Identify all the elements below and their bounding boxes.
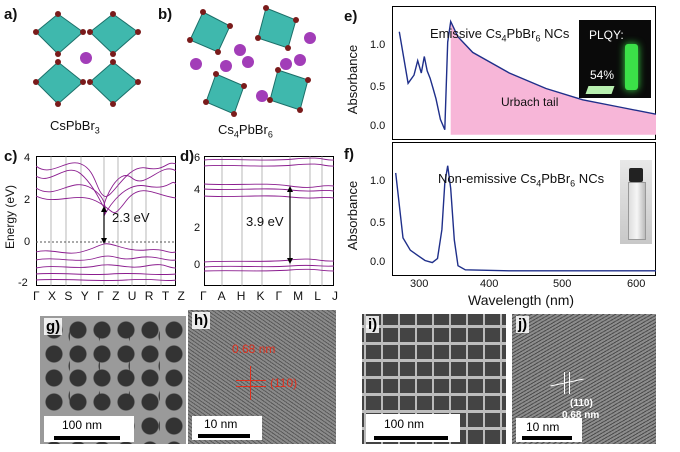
hrtem-image-j: j) (110) 0.68 nm 10 nm (512, 314, 656, 444)
h-scale-text: 10 nm (204, 417, 238, 431)
c-ytick-4: 4 (24, 152, 31, 164)
e-ytick-1: 1.0 (370, 39, 386, 51)
i-scale-bar (374, 436, 448, 440)
d-band-gap: 3.9 eV (246, 214, 284, 229)
panel-f-label: f) (344, 146, 354, 163)
h-fringe-line-2 (236, 386, 266, 387)
g-scale-bar (54, 436, 120, 440)
e-y-label: Absorbance (345, 44, 361, 115)
reflection-glow (585, 86, 615, 94)
j-scale-bar (522, 436, 572, 440)
d-ytick-2: 2 (194, 222, 201, 234)
f-ytick-05: 0.5 (370, 217, 386, 229)
d-ytick-4: 4 (194, 184, 201, 196)
panel-g-label: g) (44, 318, 63, 335)
cs4pbbr6-caption: Cs4PbBr6 (218, 122, 273, 140)
e-title: Emissive Cs4PbBr6 NCs (430, 26, 570, 44)
non-emissive-spectrum-line (395, 165, 656, 272)
panel-a-label: a) (4, 6, 18, 23)
tem-image-g: g) 100 nm (40, 316, 186, 444)
panel-b-label: b) (158, 6, 173, 23)
non-emissive-vial-photo (620, 160, 652, 244)
f-xtick-500: 500 (553, 278, 572, 290)
h-fringe-line-1 (236, 380, 266, 381)
f-xtick-300: 300 (410, 278, 429, 290)
j-fringe-line (550, 378, 584, 387)
e-ytick-05: 0.5 (370, 81, 386, 93)
panel-d-label: d) (180, 148, 195, 165)
cspbbr3-crystal-structure (33, 11, 141, 107)
vial-body (628, 182, 646, 240)
f-y-label: Absorbance (345, 180, 361, 251)
urbach-tail-fill (450, 21, 656, 135)
c-ytick-0: 0 (24, 236, 31, 248)
plqy-label: PLQY: (589, 28, 624, 42)
c-ytick-m2: -2 (18, 277, 28, 289)
cspbbr3-caption: CsPbBr3 (50, 118, 100, 136)
plqy-value: 54% (590, 68, 615, 82)
panel-c-label: c) (4, 148, 18, 165)
f-xtick-600: 600 (627, 278, 646, 290)
h-plane-label: (110) (270, 376, 298, 390)
green-emission-vial (625, 44, 638, 90)
f-x-label: Wavelength (nm) (468, 292, 575, 308)
panel-i-label: i) (366, 316, 380, 333)
i-scale-text: 100 nm (384, 417, 425, 431)
urbach-tail-label: Urbach tail (501, 95, 559, 109)
panel-j-label: j) (516, 316, 530, 333)
j-spacing-label: 0.68 nm (562, 410, 600, 421)
f-ytick-1: 1.0 (370, 175, 386, 187)
panel-e-label: e) (344, 8, 358, 25)
h-spacing-label: 0.68 nm (232, 342, 276, 356)
h-fringe-arrow (250, 366, 251, 400)
d-ytick-6: 6 (194, 152, 201, 164)
h-scale-bar (198, 434, 250, 438)
j-plane-label: (110) (570, 398, 593, 409)
band-structure-c (36, 156, 176, 286)
c-ytick-2: 2 (24, 194, 31, 206)
band-structure-d (204, 156, 334, 286)
f-absorbance-chart (392, 142, 656, 276)
j-fringe-mark-2 (569, 372, 570, 394)
panel-h-label: h) (192, 312, 211, 329)
plqy-inset-photo (579, 20, 651, 98)
f-xtick-400: 400 (480, 278, 499, 290)
j-fringe-mark-1 (564, 372, 565, 394)
tem-image-i: i) 100 nm (362, 314, 506, 444)
d-ytick-0: 0 (194, 259, 201, 271)
emissive-spectrum-line (398, 19, 656, 130)
j-scale-text: 10 nm (526, 420, 560, 434)
g-scale-text: 100 nm (62, 418, 103, 432)
band-y-label: Energy (eV) (3, 184, 18, 250)
cs4pbbr6-crystal-structure (187, 5, 316, 117)
f-title: Non-emissive Cs4PbBr6 NCs (438, 171, 605, 189)
vial-cap (629, 168, 643, 182)
c-band-gap: 2.3 eV (112, 210, 150, 225)
hrtem-image-h: h) 0.68 nm (110) 10 nm (188, 310, 336, 444)
f-ytick-0: 0.0 (370, 256, 386, 268)
e-ytick-0: 0.0 (370, 120, 386, 132)
